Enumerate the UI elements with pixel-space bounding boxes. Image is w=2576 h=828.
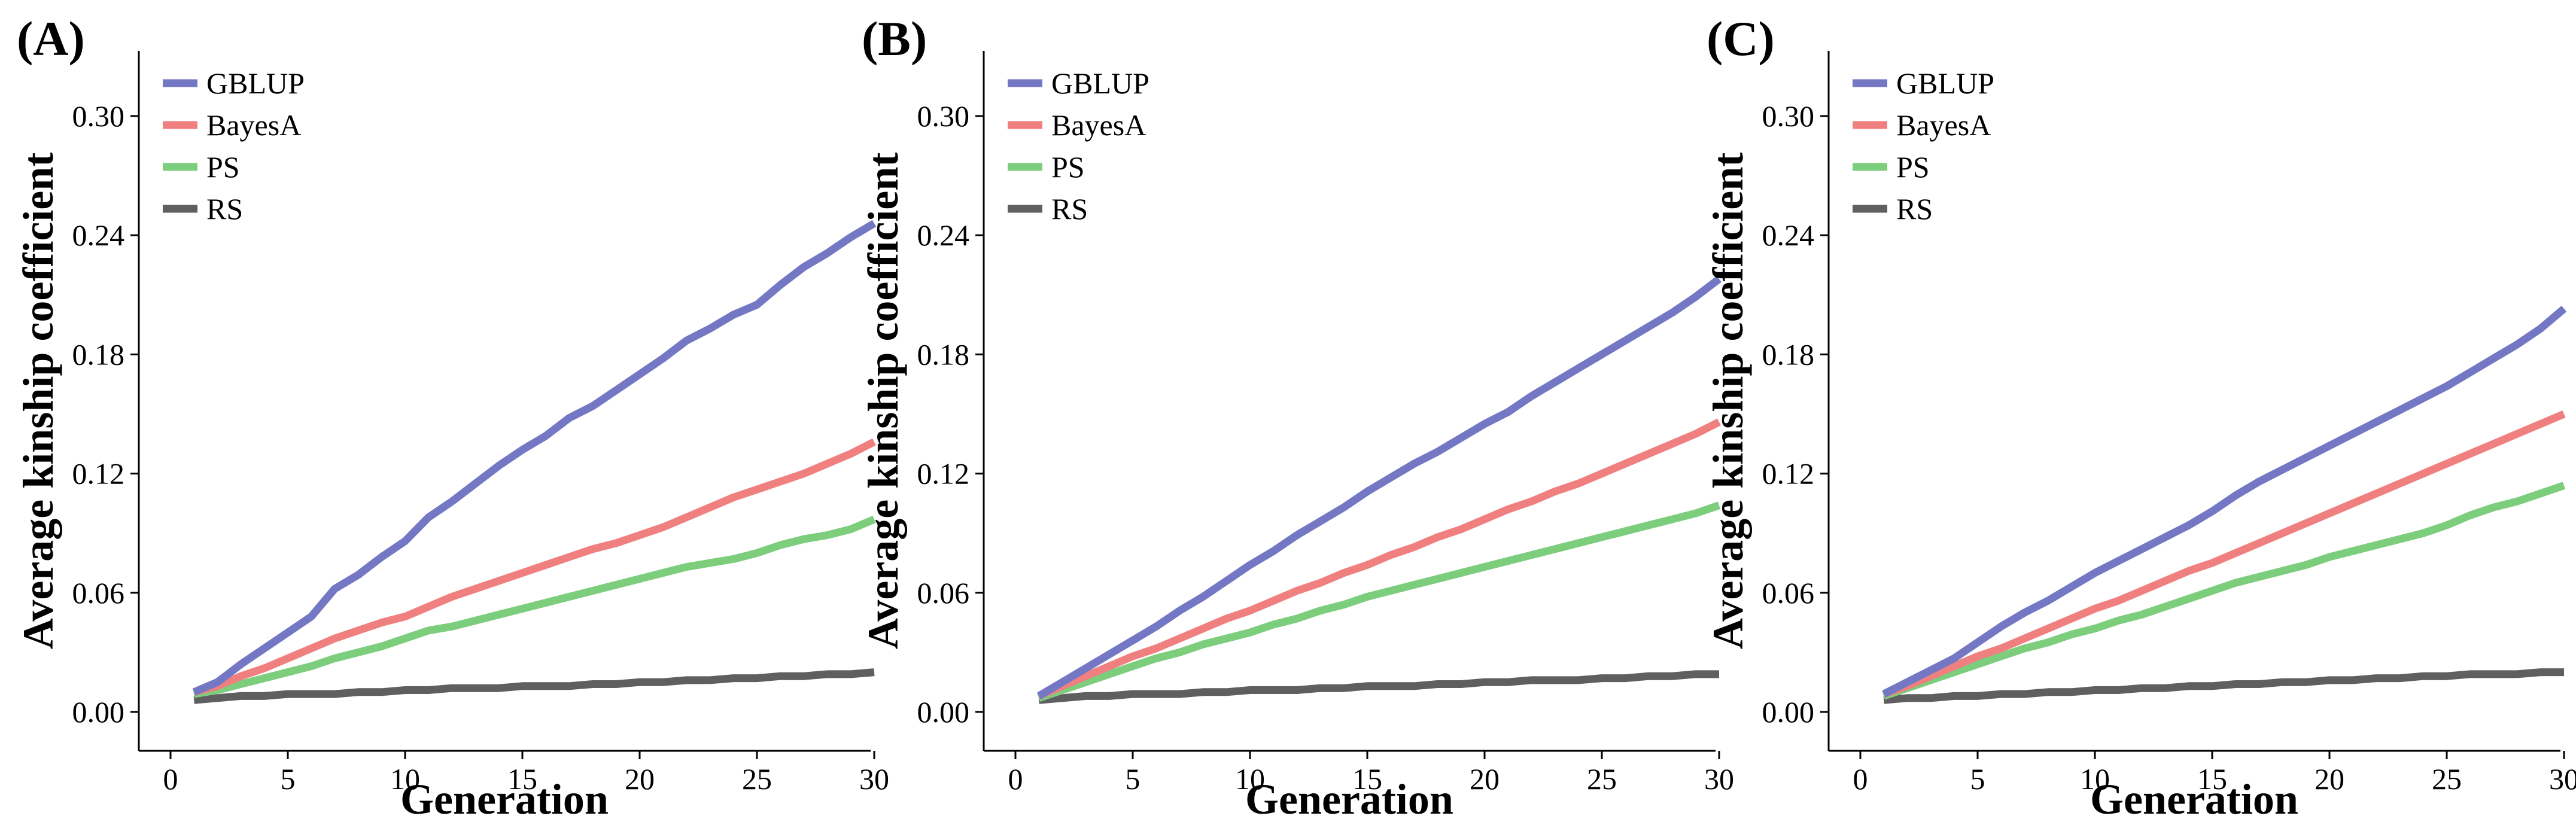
series-line-ps (193, 516, 876, 698)
legend-label-ps: PS (1896, 150, 1930, 184)
series-line-ps (1882, 482, 2566, 700)
y-tick-label: 0.30 (1762, 99, 1815, 133)
y-tick-label: 0.30 (917, 99, 970, 133)
y-tick-label: 0.18 (917, 337, 970, 371)
panel-label: (A) (17, 11, 85, 66)
y-tick-label: 0.00 (917, 695, 970, 729)
legend-label-ps: PS (1051, 150, 1085, 184)
x-tick-label: 20 (2315, 762, 2344, 796)
y-tick-label: 0.06 (72, 576, 125, 610)
series-line-rs (193, 668, 875, 704)
legend: GBLUP BayesA PS RS (1853, 66, 1994, 226)
x-tick-label: 0 (1853, 762, 1868, 796)
panel-label: (C) (1707, 11, 1775, 66)
legend-label-bayesa: BayesA (1051, 108, 1146, 142)
series-line-gblup (192, 220, 877, 696)
x-axis-title: Generation (2090, 775, 2298, 823)
chart-panel-c: (C) 0.00 0.06 0.12 0.18 0.24 0.30 0 5 10 15 20 25 30 G… (1704, 11, 2576, 823)
x-tick-label: 5 (281, 762, 296, 796)
x-tick-label: 15 (2197, 762, 2227, 796)
y-tick-label: 0.18 (1762, 337, 1815, 371)
x-tick-label: 15 (1352, 762, 1382, 796)
y-tick-label: 0.06 (1762, 576, 1815, 610)
x-tick-label: 5 (1970, 762, 1985, 796)
x-tick-label: 10 (1235, 762, 1265, 796)
x-tick-label: 25 (1587, 762, 1617, 796)
legend-label-rs: RS (1051, 192, 1088, 226)
x-tick-label: 20 (625, 762, 655, 796)
series-line-rs (1038, 670, 1719, 704)
series-line-bayesa (193, 438, 876, 696)
legend-label-bayesa: BayesA (206, 108, 301, 142)
y-axis-title: Average kinship coefficient (14, 153, 62, 650)
legend: GBLUP BayesA PS RS (1008, 66, 1149, 226)
y-axis-title: Average kinship coefficient (859, 153, 907, 650)
chart-panel-a: (A) 0.00 0.06 0.12 0.18 0.24 0.30 0 5 10 15 20 25 30 G… (14, 11, 889, 823)
series-line-bayesa (1037, 418, 1721, 700)
y-tick-label: 0.12 (72, 457, 125, 491)
y-tick-label: 0.24 (917, 218, 970, 252)
x-tick-label: 30 (859, 762, 889, 796)
x-tick-label: 0 (1008, 762, 1023, 796)
y-tick-label: 0.12 (1762, 457, 1815, 491)
series-line-gblup (1882, 306, 2567, 698)
y-tick-label: 0.06 (917, 576, 970, 610)
x-tick-label: 30 (1704, 762, 1734, 796)
legend-label-bayesa: BayesA (1896, 108, 1991, 142)
x-tick-label: 20 (1470, 762, 1500, 796)
chart-panel-b: (B) 0.00 0.06 0.12 0.18 0.24 0.30 0 5 10 15 20 25 30 G… (859, 11, 1734, 823)
x-axis-title: Generation (1245, 775, 1453, 823)
series-line-gblup (1036, 276, 1722, 699)
y-tick-label: 0.30 (72, 99, 125, 133)
y-tick-label: 0.00 (1762, 695, 1815, 729)
y-axis-title: Average kinship coefficient (1704, 153, 1752, 650)
legend: GBLUP BayesA PS RS (163, 66, 305, 226)
x-tick-label: 30 (2549, 762, 2576, 796)
x-tick-label: 15 (507, 762, 537, 796)
series-line-rs (1883, 668, 2564, 704)
x-tick-label: 0 (163, 762, 178, 796)
y-tick-label: 0.00 (72, 695, 125, 729)
legend-label-rs: RS (1896, 192, 1933, 226)
legend-label-gblup: GBLUP (206, 66, 305, 100)
legend-label-gblup: GBLUP (1051, 66, 1149, 100)
series-line-bayesa (1882, 410, 2566, 698)
x-tick-label: 10 (390, 762, 420, 796)
x-tick-label: 10 (2080, 762, 2110, 796)
y-tick-label: 0.24 (1762, 218, 1815, 252)
y-tick-label: 0.18 (72, 337, 125, 371)
panel-label: (B) (862, 11, 927, 66)
series-line-ps (1038, 501, 1721, 702)
x-axis-title: Generation (400, 775, 609, 823)
x-tick-label: 25 (742, 762, 772, 796)
x-tick-label: 5 (1126, 762, 1141, 796)
legend-label-rs: RS (206, 192, 243, 226)
legend-label-gblup: GBLUP (1896, 66, 1994, 100)
x-tick-label: 25 (2432, 762, 2462, 796)
legend-label-ps: PS (206, 150, 240, 184)
y-tick-label: 0.24 (72, 218, 125, 252)
y-tick-label: 0.12 (917, 457, 970, 491)
